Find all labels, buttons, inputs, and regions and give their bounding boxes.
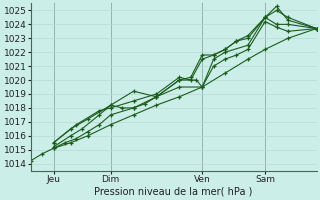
X-axis label: Pression niveau de la mer( hPa ): Pression niveau de la mer( hPa ): [94, 187, 253, 197]
